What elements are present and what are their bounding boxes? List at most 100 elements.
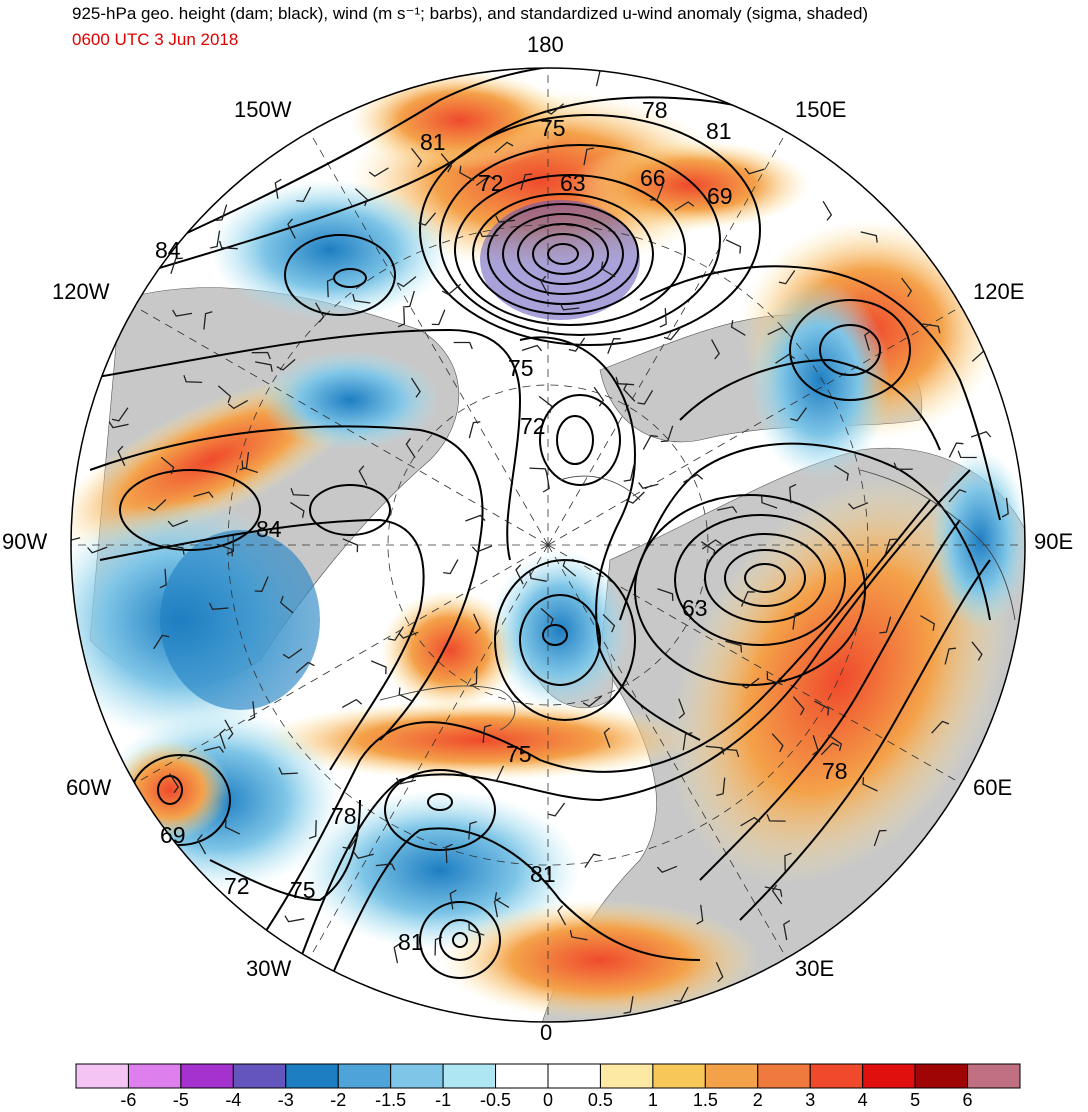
wind-barb — [771, 733, 784, 753]
colorbar-box — [652, 1063, 706, 1089]
wind-barb — [657, 588, 674, 601]
colorbar-tick-label: -1.5 — [375, 1090, 406, 1110]
contour-label: 84 — [155, 237, 181, 263]
colorbar-tick-label: 1 — [648, 1090, 658, 1110]
wind-barb — [296, 186, 312, 203]
wind-barb — [166, 544, 185, 555]
lon-label-90e: 90E — [1034, 529, 1073, 554]
lon-label-150w: 150W — [234, 97, 292, 122]
wind-barb — [208, 602, 229, 610]
meridian-line — [547, 544, 962, 784]
wind-barb — [153, 634, 170, 650]
wind-barb — [203, 746, 225, 753]
wind-barb — [515, 564, 524, 585]
meridian-line — [547, 544, 787, 959]
wind-barb — [147, 499, 167, 512]
contour-label: 69 — [707, 183, 733, 209]
wind-barb — [540, 275, 550, 297]
colorbar-box — [704, 1063, 759, 1089]
wind-barb — [820, 742, 840, 756]
wind-barb — [342, 834, 359, 850]
wind-barb — [783, 920, 791, 941]
wind-barb — [353, 852, 374, 859]
wind-barb — [559, 303, 580, 311]
wind-barb — [494, 141, 514, 154]
wind-barb — [387, 626, 404, 641]
wind-barb — [226, 535, 234, 555]
wind-barb — [521, 344, 543, 352]
wind-barb — [812, 735, 819, 756]
wind-barb — [529, 571, 547, 582]
wind-barb — [696, 904, 704, 925]
wind-barb — [308, 820, 317, 840]
wind-barb — [482, 724, 492, 743]
wind-barb — [948, 442, 964, 458]
wind-barb — [493, 897, 501, 918]
wind-barb — [342, 538, 359, 553]
wind-barb — [642, 434, 658, 450]
colorbar-tick-label: 0.5 — [588, 1090, 613, 1110]
colorbar-tick-label: 5 — [910, 1090, 920, 1110]
wind-barb — [494, 892, 510, 908]
wind-barb — [1001, 497, 1009, 518]
wind-barb — [341, 698, 363, 708]
colorbar-tick-label: -2 — [330, 1090, 346, 1110]
wind-barb — [239, 452, 250, 471]
wind-barb — [583, 147, 594, 166]
colorbar-box — [547, 1063, 601, 1089]
wind-barb — [227, 399, 249, 410]
wind-barb — [700, 541, 716, 558]
wind-barb — [465, 514, 486, 522]
wind-barb — [468, 820, 477, 840]
contour-label: 72 — [520, 413, 546, 439]
wind-barb — [216, 543, 233, 557]
colorbar-tick-label: 3 — [805, 1090, 815, 1110]
colorbar-box — [75, 1063, 129, 1089]
colorbar-box — [809, 1063, 864, 1089]
colorbar-box — [442, 1063, 497, 1089]
wind-barb — [111, 407, 129, 422]
wind-barb — [822, 200, 833, 221]
wind-barb — [489, 765, 505, 782]
wind-barb — [637, 389, 654, 405]
lon-label-60w: 60W — [66, 775, 111, 800]
wind-barb — [615, 376, 635, 386]
wind-barb — [740, 816, 761, 827]
wind-barb — [495, 215, 516, 223]
wind-barb — [761, 495, 778, 509]
wind-barb — [557, 905, 567, 926]
wind-barb — [568, 337, 586, 352]
wind-barb — [375, 863, 396, 871]
wind-barb — [418, 212, 437, 226]
contour-label: 81 — [420, 129, 446, 155]
wind-barb — [431, 309, 446, 326]
wind-barb — [674, 201, 695, 212]
wind-barb — [814, 700, 830, 716]
wind-barb — [626, 491, 645, 504]
colorbar-tick-label: -1 — [435, 1090, 451, 1110]
wind-barb — [398, 687, 414, 703]
map-boundary — [70, 67, 1026, 1023]
wind-barb — [678, 698, 686, 719]
wind-barb — [397, 276, 417, 288]
wind-barb — [405, 438, 416, 458]
wind-barb — [623, 996, 634, 1015]
wind-barb — [542, 472, 550, 493]
wind-barb — [255, 361, 273, 372]
wind-barb — [766, 814, 786, 822]
wind-barb — [827, 734, 843, 751]
wind-barb — [730, 320, 746, 336]
meridian-line — [309, 131, 549, 546]
colorbar-tick-label: -5 — [173, 1090, 189, 1110]
wind-barb — [970, 430, 992, 438]
wind-barb — [352, 293, 371, 304]
wind-barb — [957, 450, 977, 459]
wind-barb — [893, 462, 913, 470]
wind-barb — [169, 773, 179, 794]
coastlines — [379, 469, 1016, 731]
contour-label: 78 — [822, 758, 848, 784]
contour-label: 75 — [506, 741, 532, 767]
wind-barb — [744, 167, 765, 175]
colorbar-tick-label: 4 — [858, 1090, 868, 1110]
wind-barb — [280, 595, 294, 614]
